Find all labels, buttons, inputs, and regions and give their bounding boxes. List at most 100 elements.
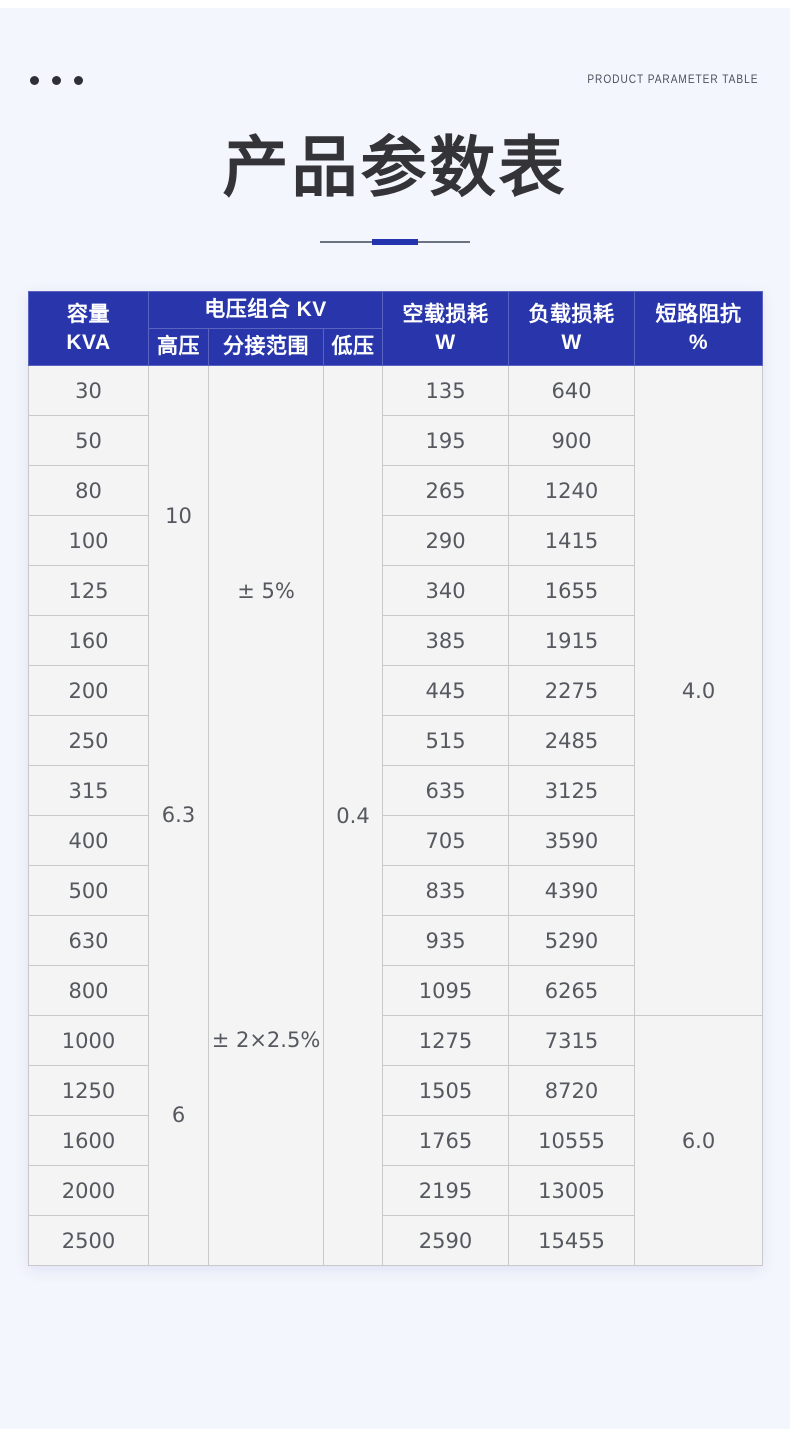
cell-no-load-loss: 835 <box>382 865 510 916</box>
cell-no-load-loss: 2195 <box>382 1165 510 1216</box>
dot-icon <box>30 76 39 85</box>
table-row: 125 340 1655 <box>28 565 763 616</box>
th-load-loss-line2: W <box>561 330 582 354</box>
cell-load-loss: 2485 <box>508 715 636 766</box>
cell-no-load-loss: 515 <box>382 715 510 766</box>
cell-capacity: 1250 <box>28 1065 149 1116</box>
table-row: 30 10 6.3 6 ± 5% ± 2×2.5% 0.4 135 640 4.0 <box>28 365 764 1266</box>
table-header-row-sub: 高压 分接范围 低压 <box>29 328 763 366</box>
cell-high-voltage: 10 6.3 6 <box>148 365 209 1266</box>
cell-capacity: 30 <box>28 365 149 416</box>
cell-capacity: 200 <box>28 665 149 716</box>
cell-load-loss: 6265 <box>508 965 636 1016</box>
table-body: 30 10 6.3 6 ± 5% ± 2×2.5% 0.4 135 640 4.0 50 195 900… <box>28 365 764 1266</box>
th-tap-range: 分接范围 <box>208 328 324 366</box>
cell-load-loss: 3590 <box>508 815 636 866</box>
tap-value: ± 5% <box>237 578 295 603</box>
hv-value: 10 <box>165 503 192 528</box>
th-load-loss: 负载损耗 W <box>508 291 636 366</box>
cell-capacity: 630 <box>28 915 149 966</box>
eyebrow-label: PRODUCT PARAMETER TABLE <box>586 74 758 86</box>
cell-no-load-loss: 445 <box>382 665 510 716</box>
cell-low-voltage: 0.4 <box>322 365 384 1266</box>
th-high-voltage: 高压 <box>148 328 209 366</box>
page-title: 产品参数表 <box>222 129 568 206</box>
cell-load-loss: 13005 <box>508 1165 636 1216</box>
cell-no-load-loss: 290 <box>382 515 510 566</box>
th-voltage-group: 电压组合 KV <box>147 291 384 329</box>
cell-load-loss: 3125 <box>508 765 636 816</box>
th-impedance: 短路阻抗 % <box>634 291 764 366</box>
table-header-row-top: 容量 KVA 电压组合 KV 空载损耗 W 负载损耗 W 短路阻抗 % <box>28 291 764 366</box>
table-row: 500 835 4390 <box>28 865 763 916</box>
table-row: 800 1095 6265 <box>28 965 763 1016</box>
cell-no-load-loss: 2590 <box>382 1215 510 1266</box>
cell-load-loss: 10555 <box>508 1115 636 1166</box>
cell-capacity: 250 <box>28 715 149 766</box>
th-impedance-line1: 短路阻抗 <box>655 302 742 326</box>
cell-capacity: 160 <box>28 615 149 666</box>
divider-accent-segment <box>372 239 418 245</box>
cell-capacity: 1000 <box>28 1015 149 1066</box>
table-row: 400 705 3590 <box>28 815 763 866</box>
cell-load-loss: 1655 <box>508 565 636 616</box>
table-row: 160 385 1915 <box>28 615 763 666</box>
divider-right-segment <box>418 241 470 243</box>
table-row: 630 935 5290 <box>28 915 763 966</box>
cell-load-loss: 15455 <box>508 1215 636 1266</box>
table-row: 80 265 1240 <box>28 465 763 516</box>
cell-load-loss: 2275 <box>508 665 636 716</box>
cell-capacity: 2500 <box>28 1215 149 1266</box>
cell-no-load-loss: 385 <box>382 615 510 666</box>
parameter-table: 容量 KVA 电压组合 KV 空载损耗 W 负载损耗 W 短路阻抗 % <box>28 291 764 1266</box>
cell-no-load-loss: 635 <box>382 765 510 816</box>
table-row: 1000 1275 7315 6.0 <box>28 1015 764 1266</box>
th-capacity-line2: KVA <box>66 330 111 354</box>
cell-load-loss: 7315 <box>508 1015 636 1066</box>
cell-capacity: 800 <box>28 965 149 1016</box>
cell-capacity: 2000 <box>28 1165 149 1216</box>
cell-capacity: 1600 <box>28 1115 149 1166</box>
cell-capacity: 50 <box>28 415 149 466</box>
th-load-loss-line1: 负载损耗 <box>528 302 615 326</box>
cell-no-load-loss: 195 <box>382 415 510 466</box>
dot-icon <box>52 76 61 85</box>
table-row: 50 195 900 <box>28 415 763 466</box>
cell-no-load-loss: 935 <box>382 915 510 966</box>
table-row: 250 515 2485 <box>28 715 763 766</box>
divider-left-segment <box>320 241 372 243</box>
th-no-load-loss-line2: W <box>435 330 456 354</box>
cell-load-loss: 1240 <box>508 465 636 516</box>
cell-no-load-loss: 135 <box>382 365 510 416</box>
cell-impedance: 4.0 <box>634 365 764 1016</box>
cell-load-loss: 900 <box>508 415 636 466</box>
table-row: 1250 1505 8720 <box>28 1065 763 1116</box>
cell-load-loss: 1915 <box>508 615 636 666</box>
cell-load-loss: 5290 <box>508 915 636 966</box>
table-row: 2500 2590 15455 <box>28 1215 763 1266</box>
cell-no-load-loss: 265 <box>382 465 510 516</box>
table-row: 2000 2195 13005 <box>28 1165 763 1216</box>
hv-value: 6.3 <box>161 803 196 828</box>
cell-capacity: 80 <box>28 465 149 516</box>
page-topbar: PRODUCT PARAMETER TABLE <box>0 68 790 108</box>
cell-load-loss: 8720 <box>508 1065 636 1116</box>
cell-tap-range: ± 5% ± 2×2.5% <box>208 365 324 1266</box>
table-row: 1600 1765 10555 <box>28 1115 763 1166</box>
dot-icon <box>74 76 83 85</box>
cell-no-load-loss: 1095 <box>382 965 510 1016</box>
cell-no-load-loss: 1275 <box>382 1015 510 1066</box>
th-capacity-line1: 容量 <box>67 302 110 326</box>
tap-stack: ± 5% ± 2×2.5% <box>209 366 323 1265</box>
title-divider <box>320 239 470 245</box>
cell-impedance: 6.0 <box>634 1015 764 1266</box>
th-no-load-loss-line1: 空载损耗 <box>402 302 489 326</box>
table-header: 容量 KVA 电压组合 KV 空载损耗 W 负载损耗 W 短路阻抗 % <box>28 291 764 366</box>
cell-load-loss: 4390 <box>508 865 636 916</box>
cell-no-load-loss: 1765 <box>382 1115 510 1166</box>
cell-capacity: 500 <box>28 865 149 916</box>
tap-value: ± 2×2.5% <box>211 1028 321 1053</box>
hv-stack: 10 6.3 6 <box>149 366 208 1265</box>
th-no-load-loss: 空载损耗 W <box>382 291 510 366</box>
cell-load-loss: 1415 <box>508 515 636 566</box>
